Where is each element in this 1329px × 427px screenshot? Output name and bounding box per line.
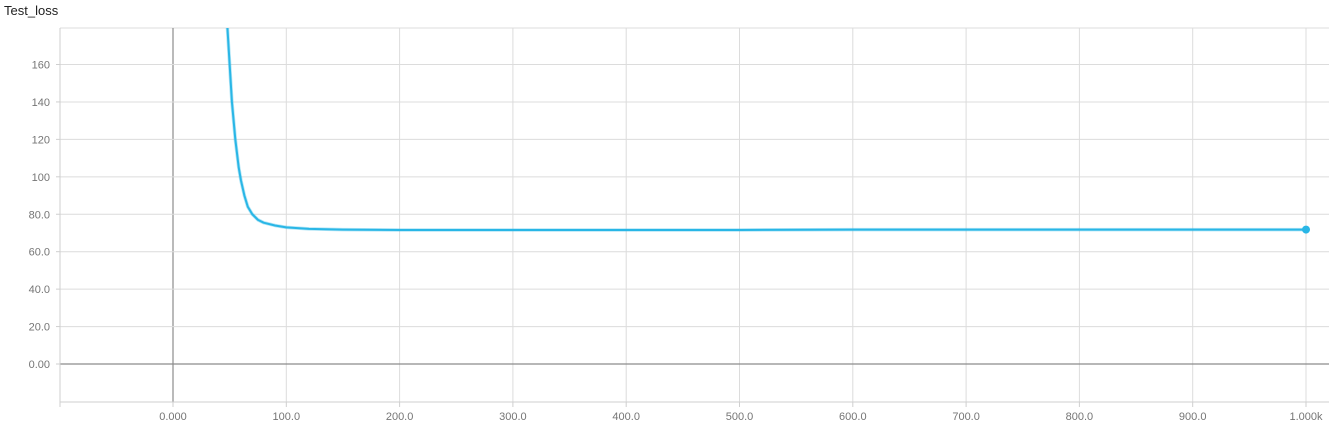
axis-layer xyxy=(56,28,1329,407)
x-tick-label: 1.000k xyxy=(1289,411,1323,423)
y-tick-label: 20.0 xyxy=(29,322,50,334)
y-tick-label: 80.0 xyxy=(29,209,50,221)
series-line-shadow xyxy=(225,28,1306,232)
x-tick-label: 700.0 xyxy=(952,411,980,423)
y-tick-label: 60.0 xyxy=(29,247,50,259)
x-tick-label: 400.0 xyxy=(612,411,640,423)
y-tick-label: 100 xyxy=(32,172,50,184)
x-tick-label: 500.0 xyxy=(726,411,754,423)
x-tick-label: 600.0 xyxy=(839,411,867,423)
x-tick-label: 200.0 xyxy=(386,411,414,423)
y-tick-label: 120 xyxy=(32,134,50,146)
chart-title: Test_loss xyxy=(4,3,59,18)
x-tick-label: 800.0 xyxy=(1066,411,1094,423)
series-end-point xyxy=(1302,225,1310,234)
series-layer xyxy=(225,28,1310,234)
x-tick-label: 900.0 xyxy=(1179,411,1207,423)
y-tick-label: 160 xyxy=(32,60,50,72)
x-tick-label: 100.0 xyxy=(273,411,301,423)
grid-layer xyxy=(60,27,1329,402)
y-tick-label: 0.00 xyxy=(29,359,50,371)
tick-labels: 0.000 100.0 200.0 300.0 400.0 500.0 600.0 700.0… xyxy=(29,60,1323,424)
y-tick-label: 40.0 xyxy=(29,284,50,296)
x-tick-label: 300.0 xyxy=(499,411,527,423)
y-tick-label: 140 xyxy=(32,97,50,109)
series-line xyxy=(226,28,1307,231)
x-tick-label: 0.000 xyxy=(159,411,187,423)
